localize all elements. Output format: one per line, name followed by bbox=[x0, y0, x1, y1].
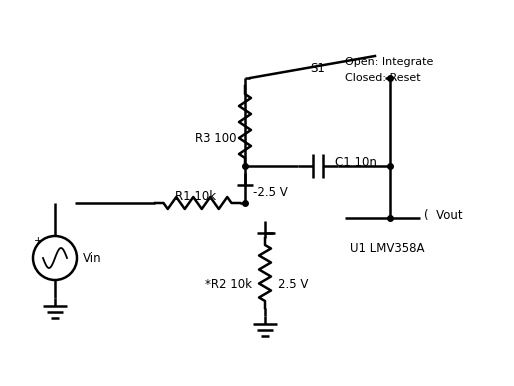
Text: -2.5 V: -2.5 V bbox=[253, 186, 288, 200]
Text: Open: Integrate: Open: Integrate bbox=[345, 57, 433, 67]
Text: R3 100: R3 100 bbox=[195, 132, 236, 144]
Text: Closed: Reset: Closed: Reset bbox=[345, 73, 420, 83]
Text: C1 10n: C1 10n bbox=[335, 156, 377, 169]
Text: *R2 10k: *R2 10k bbox=[205, 279, 252, 291]
Text: U1 LMV358A: U1 LMV358A bbox=[350, 242, 425, 254]
Text: S1: S1 bbox=[310, 61, 325, 74]
Text: R1 10k: R1 10k bbox=[175, 190, 216, 203]
Text: +: + bbox=[34, 236, 42, 246]
Text: Vin: Vin bbox=[83, 252, 102, 264]
Text: 2.5 V: 2.5 V bbox=[278, 279, 308, 291]
Text: (  Vout: ( Vout bbox=[424, 208, 463, 222]
